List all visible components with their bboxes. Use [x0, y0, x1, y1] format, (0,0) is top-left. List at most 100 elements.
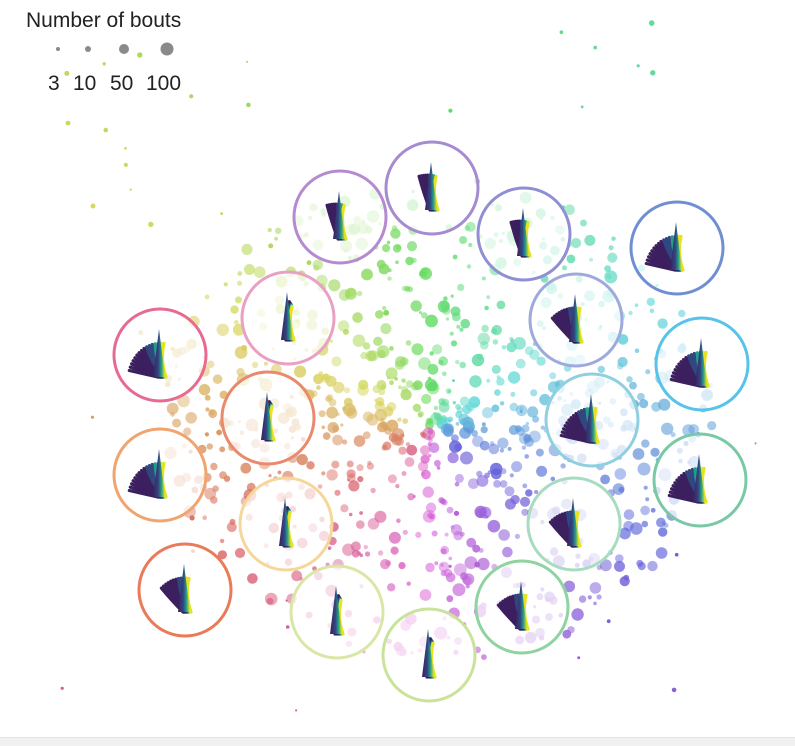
- data-point: [464, 556, 478, 570]
- cluster-7: [544, 372, 640, 468]
- cluster-2: [384, 140, 480, 236]
- data-point: [373, 398, 378, 402]
- data-point: [481, 654, 487, 660]
- data-point: [342, 439, 348, 445]
- data-point: [400, 433, 405, 438]
- data-point: [641, 439, 650, 448]
- data-point: [405, 340, 412, 346]
- data-point: [525, 489, 533, 497]
- data-point: [453, 510, 460, 516]
- legend-label-3: 3: [48, 72, 60, 95]
- data-point: [449, 331, 454, 336]
- data-point: [504, 498, 516, 510]
- tail-body: [515, 581, 527, 629]
- data-point: [454, 443, 463, 452]
- cluster-6: [654, 316, 750, 412]
- data-point: [599, 559, 612, 572]
- data-point: [166, 402, 179, 415]
- data-point: [353, 435, 366, 447]
- data-point: [475, 508, 485, 518]
- data-point: [217, 550, 227, 560]
- data-point: [678, 309, 686, 318]
- data-point: [102, 62, 106, 66]
- cluster-3: [476, 186, 572, 282]
- data-point: [614, 468, 627, 480]
- data-point: [618, 486, 625, 493]
- data-point: [383, 309, 390, 316]
- data-point: [394, 376, 398, 381]
- data-point: [433, 405, 439, 411]
- data-point: [367, 460, 372, 466]
- data-point: [523, 434, 532, 443]
- data-point: [204, 394, 211, 401]
- data-point: [468, 242, 473, 248]
- data-point: [385, 560, 392, 567]
- data-point: [637, 462, 651, 476]
- data-point: [415, 531, 422, 539]
- data-point: [386, 240, 391, 245]
- data-point: [234, 547, 246, 559]
- data-point: [430, 412, 443, 425]
- data-point: [390, 228, 401, 239]
- data-point: [325, 395, 332, 402]
- data-point: [707, 421, 717, 431]
- data-point: [306, 260, 312, 266]
- legend-size-3: [56, 47, 60, 51]
- data-point: [476, 475, 489, 487]
- data-point: [219, 538, 225, 544]
- data-point: [514, 533, 521, 540]
- data-point: [420, 445, 430, 456]
- legend-label-50: 50: [110, 72, 133, 95]
- data-point: [655, 547, 668, 559]
- data-point: [438, 561, 450, 573]
- data-point: [230, 305, 239, 314]
- data-point: [395, 484, 400, 489]
- tail-body: [569, 294, 581, 342]
- data-point: [321, 425, 326, 430]
- data-point: [148, 221, 154, 228]
- data-point: [189, 94, 194, 99]
- data-point: [336, 412, 340, 416]
- data-point: [206, 443, 213, 450]
- data-point: [375, 310, 384, 319]
- data-point: [417, 461, 429, 472]
- data-point: [352, 334, 366, 348]
- data-point: [617, 356, 628, 368]
- data-point: [253, 266, 266, 279]
- data-point: [425, 562, 435, 573]
- data-point: [365, 551, 371, 557]
- data-point: [440, 563, 444, 567]
- data-point: [464, 225, 471, 231]
- legend-size-10: [85, 46, 91, 52]
- cluster-1: [292, 169, 388, 265]
- legend: Number of bouts 3 10 50 100: [26, 9, 181, 95]
- data-point: [235, 296, 242, 304]
- data-point: [427, 363, 439, 375]
- data-point: [219, 446, 226, 453]
- data-point: [351, 549, 360, 558]
- data-point: [646, 297, 655, 307]
- data-point: [754, 442, 757, 445]
- data-point: [608, 245, 614, 251]
- data-point: [623, 509, 635, 520]
- data-point: [306, 461, 315, 470]
- data-point: [486, 378, 491, 383]
- data-point: [246, 102, 251, 108]
- data-point: [268, 474, 272, 478]
- data-point: [400, 389, 412, 401]
- data-point: [406, 241, 418, 252]
- data-point: [482, 407, 494, 419]
- data-point: [285, 625, 290, 629]
- data-point: [398, 385, 402, 390]
- data-point: [362, 411, 374, 423]
- data-point: [493, 480, 501, 488]
- data-point: [440, 548, 447, 555]
- data-point: [264, 592, 278, 606]
- data-point: [460, 318, 471, 329]
- data-point: [331, 460, 340, 469]
- data-point: [519, 410, 523, 413]
- data-point: [628, 310, 633, 316]
- data-point: [504, 486, 515, 497]
- data-point: [480, 341, 489, 350]
- data-point: [387, 276, 392, 281]
